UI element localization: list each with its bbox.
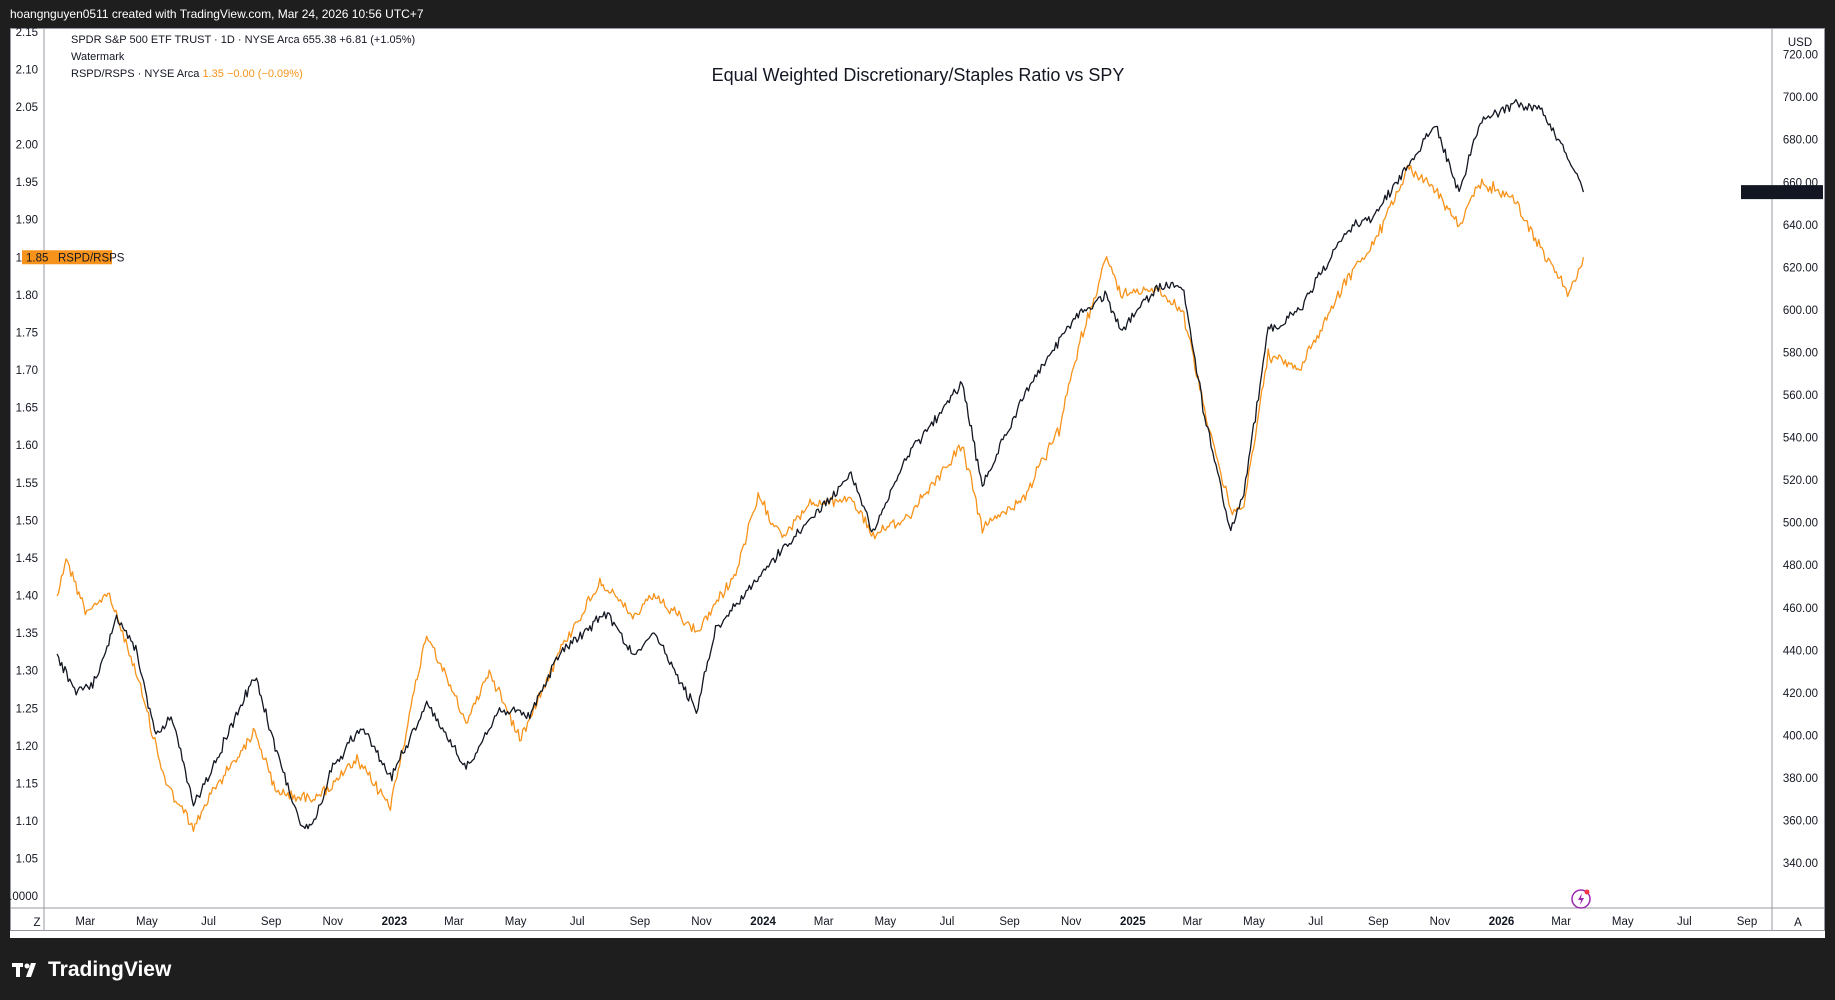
x-axis-tick-label: Mar bbox=[1551, 916, 1571, 928]
left-axis-tick-label: 2.00 bbox=[16, 140, 38, 152]
right-axis-tick-label: 480.00 bbox=[1783, 560, 1818, 572]
spy-last-value-text: 655.38 bbox=[1785, 187, 1820, 199]
x-axis-tick-label: 2026 bbox=[1489, 916, 1515, 928]
left-axis-tick-label: 2.10 bbox=[16, 64, 38, 76]
right-axis-tick-label: 560.00 bbox=[1783, 390, 1818, 402]
left-axis-tick-label: 1.95 bbox=[16, 177, 38, 189]
tradingview-logo-icon bbox=[12, 963, 36, 977]
left-axis-tick-label: 1.35 bbox=[16, 628, 38, 640]
legend-ratio-name: RSPD/RSPS · NYSE Arca bbox=[71, 68, 200, 80]
right-axis-tick-label: 440.00 bbox=[1783, 645, 1818, 657]
corner-right-label[interactable]: A bbox=[1794, 917, 1802, 929]
x-axis-tick-label: Nov bbox=[1061, 916, 1082, 928]
chart-border bbox=[10, 28, 1825, 931]
left-axis-tick-label: 1.0000 bbox=[10, 891, 38, 903]
x-axis-tick-label: Sep bbox=[630, 916, 650, 928]
left-axis-tick-label: 2.05 bbox=[16, 102, 38, 114]
chart-svg[interactable]: 2.15 2.10 2.05 2.00 1.95 1.90 1.85 1.80 1.75 1.70… bbox=[10, 28, 1825, 938]
right-axis-tick-label: 600.00 bbox=[1783, 305, 1818, 317]
x-axis-tick-label: May bbox=[874, 916, 896, 928]
tradingview-logo: TradingView bbox=[12, 958, 171, 982]
right-axis-tick-label: 720.00 bbox=[1783, 50, 1818, 62]
left-axis-tick-label: 2.15 bbox=[16, 28, 38, 39]
spy-last-value-name: SPY bbox=[1745, 187, 1768, 199]
x-axis-tick-label: Sep bbox=[1737, 916, 1757, 928]
x-axis-tick-label: May bbox=[1612, 916, 1634, 928]
footer-brand: TradingView bbox=[48, 958, 172, 981]
left-axis-tick-label: 1.80 bbox=[16, 290, 38, 302]
x-axis-tick-label: Nov bbox=[323, 916, 344, 928]
x-axis-tick-label: Mar bbox=[814, 916, 834, 928]
x-axis-tick-label: Jul bbox=[570, 916, 585, 928]
corner-left-label[interactable]: Z bbox=[33, 917, 40, 929]
legend-ratio-value: 1.35 −0.00 (−0.09%) bbox=[202, 68, 303, 80]
right-axis-tick-label: 700.00 bbox=[1783, 92, 1818, 104]
left-axis-tick-label: 1.15 bbox=[16, 778, 38, 790]
left-axis-tick-label: 1.05 bbox=[16, 854, 38, 866]
left-axis-tick-label: 1.10 bbox=[16, 816, 38, 828]
x-axis-tick-label: 2025 bbox=[1120, 916, 1146, 928]
series-line-spy bbox=[56, 98, 1585, 830]
header-bar: hoangnguyen0511 created with TradingView… bbox=[0, 0, 1835, 28]
x-axis-tick-label: Mar bbox=[444, 916, 464, 928]
right-axis-tick-label: 520.00 bbox=[1783, 475, 1818, 487]
right-axis-unit: USD bbox=[1788, 37, 1812, 49]
spy-last-value-badge bbox=[1741, 185, 1823, 200]
x-axis-tick-label: Mar bbox=[75, 916, 95, 928]
x-axis-tick-label: Sep bbox=[999, 916, 1019, 928]
left-axis-tick-label: 1.90 bbox=[16, 215, 38, 227]
notification-dot-icon bbox=[1584, 889, 1590, 895]
x-axis-tick-label: 2023 bbox=[382, 916, 408, 928]
left-axis-tick-label: 1.25 bbox=[16, 703, 38, 715]
left-axis-tick-label: 1.50 bbox=[16, 515, 38, 527]
x-axis-tick-label: Nov bbox=[691, 916, 712, 928]
right-axis-tick-label: 400.00 bbox=[1783, 730, 1818, 742]
right-axis-tick-label: 500.00 bbox=[1783, 518, 1818, 530]
left-axis-tick-label: 1.45 bbox=[16, 553, 38, 565]
left-axis-tick-label: 1.70 bbox=[16, 365, 38, 377]
x-axis-tick-label: Sep bbox=[1368, 916, 1388, 928]
left-axis-tick-label: 1.30 bbox=[16, 666, 38, 678]
right-axis-tick-label: 540.00 bbox=[1783, 433, 1818, 445]
right-axis-tick-label: 380.00 bbox=[1783, 773, 1818, 785]
legend-ratio: RSPD/RSPS · NYSE Arca 1.35 −0.00 (−0.09%… bbox=[71, 68, 303, 80]
right-axis-tick-label: 640.00 bbox=[1783, 220, 1818, 232]
right-axis-tick-label: 680.00 bbox=[1783, 135, 1818, 147]
x-axis-tick-label: Jul bbox=[940, 916, 955, 928]
right-axis-tick-label: 420.00 bbox=[1783, 688, 1818, 700]
series-line-rspdrsps bbox=[56, 164, 1585, 833]
right-axis-tick-label: 340.00 bbox=[1783, 858, 1818, 870]
left-axis-tick-label: 1.75 bbox=[16, 327, 38, 339]
chart-title: Equal Weighted Discretionary/Staples Rat… bbox=[712, 65, 1125, 85]
ratio-last-value-name: RSPD/RSPS bbox=[58, 252, 125, 264]
lightning-bolt-icon bbox=[1578, 893, 1584, 905]
x-axis-tick-label: May bbox=[1243, 916, 1265, 928]
chart-frame[interactable]: 2.15 2.10 2.05 2.00 1.95 1.90 1.85 1.80 1.75 1.70… bbox=[10, 28, 1825, 938]
right-axis-tick-label: 580.00 bbox=[1783, 347, 1818, 359]
left-axis-tick-label: 1.20 bbox=[16, 741, 38, 753]
x-axis-tick-label: Mar bbox=[1183, 916, 1203, 928]
left-axis-tick-label: 1.55 bbox=[16, 478, 38, 490]
legend-spy: SPDR S&P 500 ETF TRUST · 1D · NYSE Arca … bbox=[71, 34, 416, 46]
x-axis-tick-label: Nov bbox=[1430, 916, 1451, 928]
credit-text: hoangnguyen0511 created with TradingView… bbox=[10, 7, 424, 21]
right-axis-tick-label: 360.00 bbox=[1783, 816, 1818, 828]
ratio-last-value-text: 1.85 bbox=[26, 252, 48, 264]
x-axis-tick-label: Jul bbox=[1677, 916, 1692, 928]
right-axis-tick-label: 460.00 bbox=[1783, 603, 1818, 615]
x-axis-tick-label: Jul bbox=[1308, 916, 1323, 928]
left-axis-tick-label: 1.60 bbox=[16, 440, 38, 452]
legend-watermark: Watermark bbox=[71, 51, 125, 63]
x-axis-tick-label: Jul bbox=[201, 916, 216, 928]
x-axis-tick-label: May bbox=[136, 916, 158, 928]
x-axis-tick-label: May bbox=[505, 916, 527, 928]
left-axis-tick-label: 1.40 bbox=[16, 591, 38, 603]
x-axis-tick-label: Sep bbox=[261, 916, 281, 928]
left-axis-tick-label: 1.65 bbox=[16, 403, 38, 415]
ratio-last-value-badge bbox=[22, 250, 112, 265]
x-axis-tick-label: 2024 bbox=[750, 916, 776, 928]
right-axis-tick-label: 620.00 bbox=[1783, 262, 1818, 274]
